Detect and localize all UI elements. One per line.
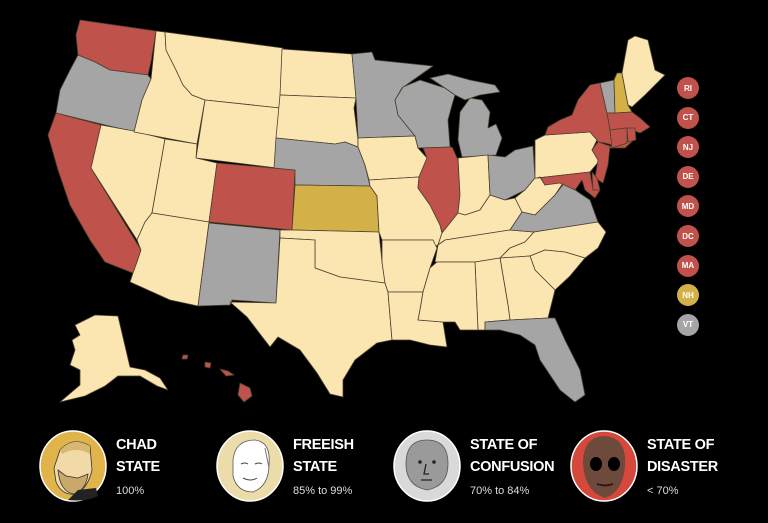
state-chip-nh: NH: [677, 284, 699, 307]
state-ms: [417, 261, 479, 331]
legend-title-line2: STATE: [116, 459, 160, 475]
legend-title-line1: STATE OF: [647, 437, 715, 453]
legend-item-chad: CHAD STATE 100%: [38, 430, 208, 504]
legend-title-line1: FREEISH: [293, 437, 354, 453]
legend-range: < 70%: [647, 485, 679, 497]
legend-title-line1: CHAD: [116, 437, 157, 453]
legend-title-line2: CONFUSION: [470, 459, 555, 475]
state-co: [208, 162, 296, 231]
doomer-skull-face-icon: [570, 430, 638, 502]
legend-item-freeish: FREEISH STATE 85% to 99%: [215, 430, 385, 504]
state-ri: [626, 127, 637, 143]
state-tx: [229, 237, 393, 398]
state-nj: [591, 141, 611, 184]
legend-item-disaster: STATE OF DISASTER < 70%: [569, 430, 739, 504]
state-md: [536, 171, 601, 199]
state-mi: [429, 73, 501, 101]
masked-wojak-face-icon: [216, 430, 284, 502]
state-fl: [484, 317, 586, 403]
state-ct: [609, 127, 628, 149]
state-nd: [279, 48, 357, 99]
bearded-chad-face-icon: [39, 430, 107, 502]
state-chip-vt: VT: [677, 313, 699, 336]
state-ks: [291, 184, 380, 233]
state-mi: [457, 97, 503, 158]
state-wy: [195, 99, 281, 169]
legend-range: 70% to 84%: [470, 485, 530, 497]
us-map: [47, 19, 666, 403]
state-chip-md: MD: [677, 195, 699, 218]
state-pa: [534, 131, 601, 179]
state-chip-dc: DC: [677, 225, 699, 247]
state-hi: [204, 361, 212, 369]
legend-item-confusion: STATE OF CONFUSION 70% to 84%: [392, 430, 562, 504]
state-chip-ct: CT: [677, 106, 699, 129]
state-hi: [181, 354, 189, 360]
state-chip-ri: RI: [677, 77, 699, 99]
npc-face-icon: [393, 430, 461, 502]
state-hi: [237, 382, 253, 403]
legend-range: 85% to 99%: [293, 485, 353, 497]
legend-title-line2: DISASTER: [647, 459, 718, 475]
state-wi: [394, 79, 456, 149]
state-nm: [197, 222, 281, 307]
legend-title-line2: STATE: [293, 459, 337, 475]
state-chip-ma: MA: [677, 254, 699, 277]
legend-range: 100%: [116, 485, 145, 497]
state-hi: [219, 368, 235, 377]
state-chip-nj: NJ: [677, 136, 699, 159]
state-ak: [59, 314, 169, 403]
legend-title-line1: STATE OF: [470, 437, 538, 453]
state-chip-de: DE: [677, 165, 699, 188]
state-me: [621, 35, 666, 108]
